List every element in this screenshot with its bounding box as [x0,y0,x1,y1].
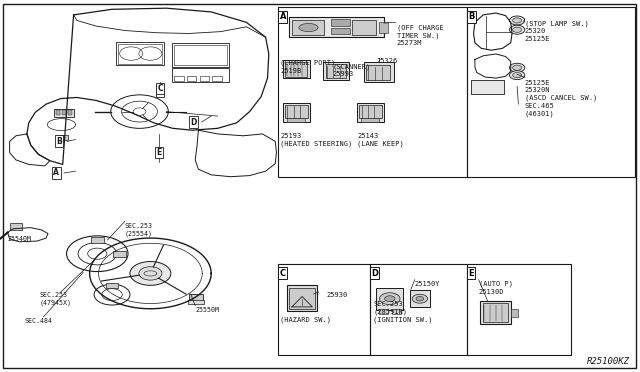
Bar [56,110,60,115]
Text: A: A [280,12,286,21]
Bar [106,283,118,288]
Bar [200,76,209,81]
Text: (HAZARD SW.): (HAZARD SW.) [280,317,332,323]
Text: D: D [371,269,378,278]
Text: (SCANNER)
25993: (SCANNER) 25993 [333,63,371,77]
Text: 25540M: 25540M [8,236,32,242]
Bar [172,68,229,82]
Bar [278,7,467,177]
Bar [54,109,74,117]
Bar [174,45,227,65]
Bar [364,62,394,82]
Circle shape [509,71,525,80]
Bar [189,294,203,301]
Bar [285,62,307,77]
Text: SEC.253
(47945X): SEC.253 (47945X) [40,292,72,306]
Bar [187,76,196,81]
Bar [467,7,635,177]
Bar [379,309,388,314]
Circle shape [513,65,522,70]
Bar [352,20,376,35]
Bar [483,303,508,322]
Bar [331,19,350,26]
Bar [326,64,346,78]
Bar [283,60,310,78]
Ellipse shape [299,23,318,32]
Bar [188,300,204,304]
Text: (OFF CHARGE
TIMER SW.)
25273M: (OFF CHARGE TIMER SW.) 25273M [397,24,444,46]
Circle shape [380,293,400,305]
Circle shape [509,63,525,72]
Circle shape [416,296,424,301]
Bar [370,264,467,355]
Bar [172,43,229,67]
Text: D: D [190,118,196,126]
Text: R25100KZ: R25100KZ [588,357,630,366]
Bar [467,264,571,355]
Bar [480,301,511,324]
Bar [292,20,324,35]
Circle shape [513,27,522,32]
Text: (STOP LAMP SW.)
25320
25125E: (STOP LAMP SW.) 25320 25125E [525,20,589,42]
Text: 25326: 25326 [376,58,397,64]
Bar [285,105,308,118]
Text: 25143
(LANE KEEP): 25143 (LANE KEEP) [357,133,404,147]
Text: 25550M: 25550M [195,307,219,313]
Circle shape [513,18,522,23]
Circle shape [385,296,395,302]
Bar [359,105,382,118]
Bar [366,65,390,80]
Bar [287,285,317,311]
Circle shape [509,25,525,34]
Bar [289,17,384,37]
Bar [511,309,518,317]
Text: 25125E
25320N
(ASCD CANCEL SW.)
SEC.465
(46301): 25125E 25320N (ASCD CANCEL SW.) SEC.465 … [525,80,597,117]
Text: B: B [468,12,475,21]
Text: SEC.253
(25554): SEC.253 (25554) [125,223,153,237]
Bar [10,223,22,230]
Bar [392,309,401,314]
Bar [287,118,305,122]
Text: (CHARGE PORT)
2519B: (CHARGE PORT) 2519B [280,60,335,74]
Bar [62,110,66,115]
Bar [357,103,384,122]
Bar [59,135,68,140]
Text: B: B [56,137,61,146]
Bar [283,103,310,122]
Text: C: C [157,87,163,96]
Bar [289,288,315,309]
Bar [212,76,222,81]
Bar [376,288,403,310]
Bar [379,22,388,33]
Circle shape [513,73,522,78]
Bar [323,62,349,80]
Text: (AUTO P)
25130D: (AUTO P) 25130D [479,281,513,295]
Bar [113,251,126,257]
Circle shape [412,294,428,303]
Bar [410,290,430,307]
Bar [116,42,164,65]
Text: E: E [468,269,474,278]
Bar [118,44,162,64]
Circle shape [509,16,525,25]
Text: 25193
(HEATED STEERING): 25193 (HEATED STEERING) [280,133,353,147]
Text: SEC.253
(28591N)
(IGNITION SW.): SEC.253 (28591N) (IGNITION SW.) [373,301,433,323]
Text: E: E [156,148,161,157]
Text: 25150Y: 25150Y [415,281,440,287]
Text: 25930: 25930 [326,292,348,298]
Bar [471,80,504,94]
Bar [278,264,370,355]
Bar [174,76,184,81]
Bar [361,118,379,122]
Bar [331,28,350,34]
Bar [91,237,104,243]
Text: A: A [53,169,60,177]
Text: SEC.484: SEC.484 [24,318,52,324]
Text: C: C [157,84,163,93]
Circle shape [130,262,171,285]
Text: C: C [280,269,286,278]
Bar [68,110,72,115]
Circle shape [139,267,162,280]
